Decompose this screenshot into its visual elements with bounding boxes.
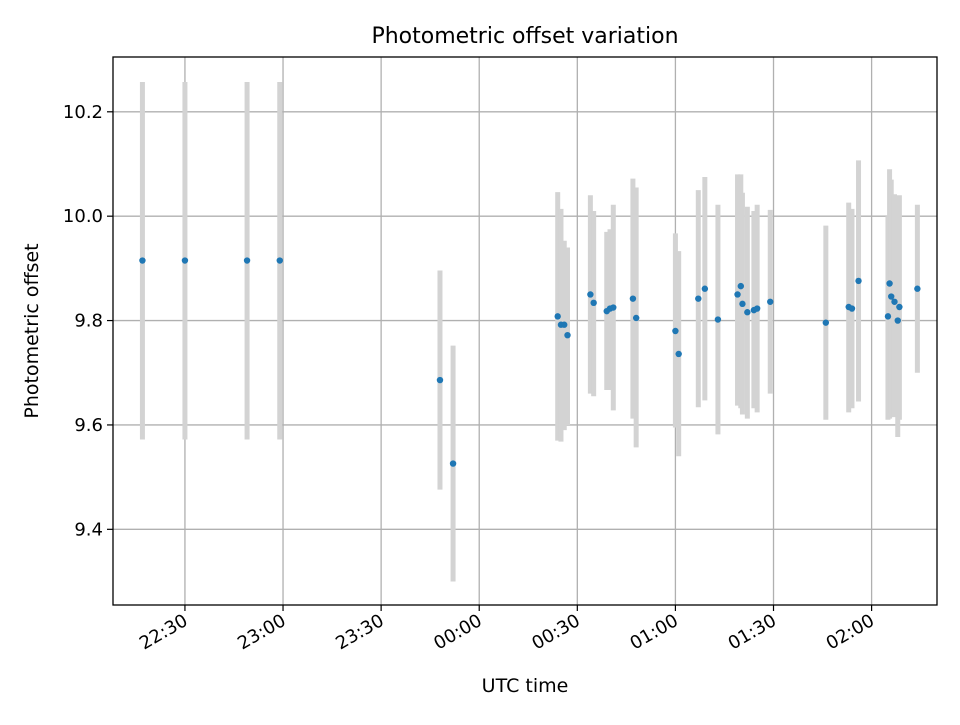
data-point <box>734 291 741 298</box>
data-point <box>436 376 444 384</box>
data-point <box>753 305 761 312</box>
data-point <box>744 309 751 316</box>
data-point <box>695 295 702 302</box>
y-tick-label: 9.4 <box>74 519 103 540</box>
data-point <box>554 313 561 320</box>
data-point <box>855 277 862 285</box>
data-point <box>590 299 597 307</box>
data-point <box>672 327 679 335</box>
data-point <box>561 321 568 328</box>
data-point <box>767 298 774 305</box>
y-tick-label: 9.8 <box>74 311 103 332</box>
chart-title: Photometric offset variation <box>371 24 678 49</box>
data-point-layer <box>139 257 921 467</box>
data-point <box>675 350 682 358</box>
data-point <box>181 257 189 264</box>
x-axis-label: UTC time <box>482 675 569 697</box>
data-point <box>886 280 893 287</box>
data-point <box>737 282 745 290</box>
data-point <box>701 285 709 292</box>
data-point <box>243 257 251 264</box>
data-point <box>884 313 892 320</box>
data-point <box>914 285 921 292</box>
data-point <box>888 293 895 300</box>
data-point <box>891 298 898 305</box>
data-point <box>564 331 571 339</box>
data-point <box>739 300 746 308</box>
plot-frame <box>112 56 938 606</box>
data-point <box>587 291 594 298</box>
data-point <box>276 257 283 264</box>
data-point <box>714 316 722 323</box>
data-point <box>822 319 830 326</box>
data-point <box>896 303 903 311</box>
y-tick-label: 9.6 <box>74 415 103 436</box>
data-point <box>629 295 637 302</box>
data-point <box>848 305 856 312</box>
data-point <box>449 460 457 467</box>
data-point <box>632 314 640 322</box>
y-tick-label: 10.2 <box>63 102 103 123</box>
data-point <box>610 304 617 311</box>
data-point <box>139 257 146 264</box>
grid-layer <box>113 57 937 605</box>
y-tick-label: 10.0 <box>63 206 103 227</box>
y-axis-label: Photometric offset <box>21 243 43 418</box>
data-point <box>894 317 901 324</box>
